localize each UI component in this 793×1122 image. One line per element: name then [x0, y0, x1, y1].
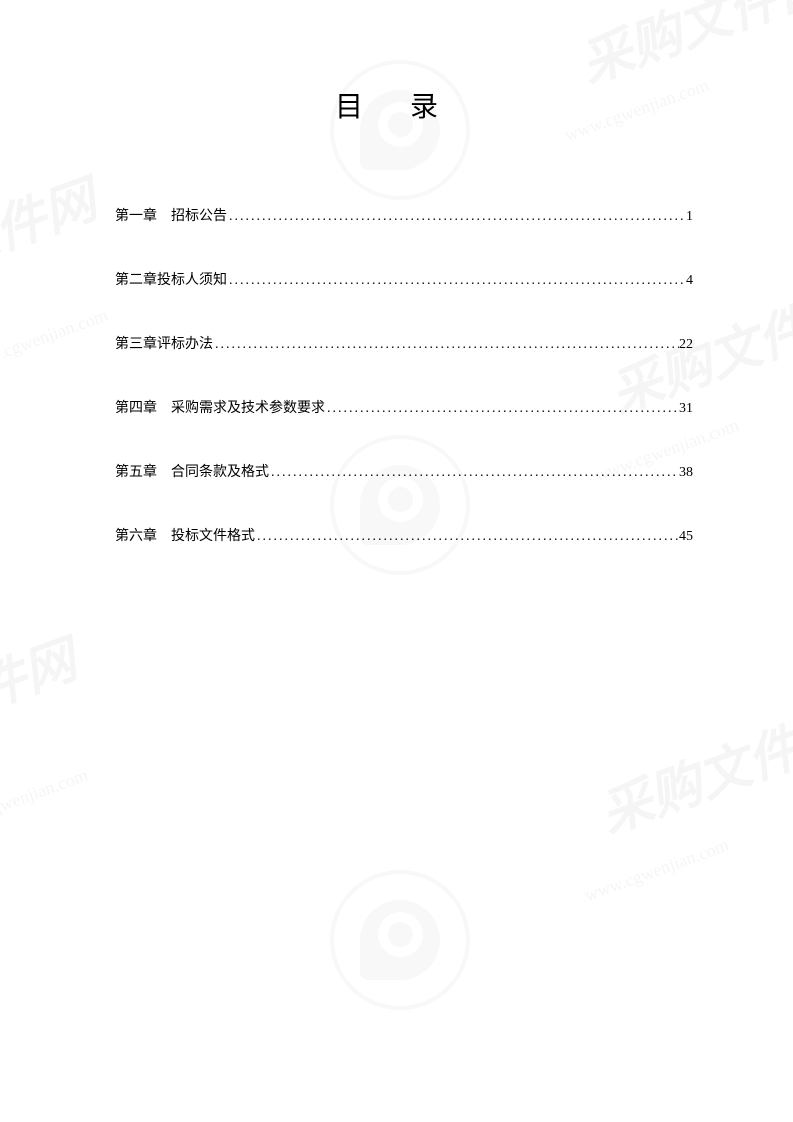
toc-dots: ........................................… — [255, 529, 679, 545]
chapter-title: 投标人须知 — [157, 269, 227, 289]
toc-entry: 第三章 评标办法 ...............................… — [115, 333, 693, 353]
toc-dots: ........................................… — [213, 337, 679, 353]
chapter-title: 评标办法 — [157, 333, 213, 353]
page-number: 45 — [679, 529, 693, 545]
chapter-label: 第二章 — [115, 269, 157, 289]
chapter-label: 第六章 — [115, 525, 157, 545]
page-number: 1 — [686, 209, 693, 225]
toc-entry: 第六章 投标文件格式 .............................… — [115, 525, 693, 545]
toc-list: 第一章 招标公告 ...............................… — [90, 205, 703, 545]
chapter-title: 采购需求及技术参数要求 — [171, 397, 325, 417]
chapter-spacer — [157, 525, 171, 545]
toc-entry: 第一章 招标公告 ...............................… — [115, 205, 693, 225]
page-number: 31 — [679, 401, 693, 417]
chapter-label: 第四章 — [115, 397, 157, 417]
toc-dots: ........................................… — [269, 465, 679, 481]
chapter-spacer — [157, 397, 171, 417]
chapter-label: 第三章 — [115, 333, 157, 353]
page-container: 目 录 第一章 招标公告 ...........................… — [0, 0, 793, 1122]
document-title: 目 录 — [90, 85, 703, 125]
page-number: 38 — [679, 465, 693, 481]
chapter-title: 投标文件格式 — [171, 525, 255, 545]
toc-entry: 第二章 投标人须知 ..............................… — [115, 269, 693, 289]
toc-dots: ........................................… — [325, 401, 679, 417]
chapter-spacer — [157, 461, 171, 481]
chapter-title: 合同条款及格式 — [171, 461, 269, 481]
toc-entry: 第四章 采购需求及技术参数要求 ........................… — [115, 397, 693, 417]
chapter-title: 招标公告 — [171, 205, 227, 225]
chapter-spacer — [157, 205, 171, 225]
toc-dots: ........................................… — [227, 209, 686, 225]
chapter-label: 第五章 — [115, 461, 157, 481]
toc-entry: 第五章 合同条款及格式 ............................… — [115, 461, 693, 481]
toc-dots: ........................................… — [227, 273, 686, 289]
page-number: 4 — [686, 273, 693, 289]
page-number: 22 — [679, 337, 693, 353]
chapter-label: 第一章 — [115, 205, 157, 225]
